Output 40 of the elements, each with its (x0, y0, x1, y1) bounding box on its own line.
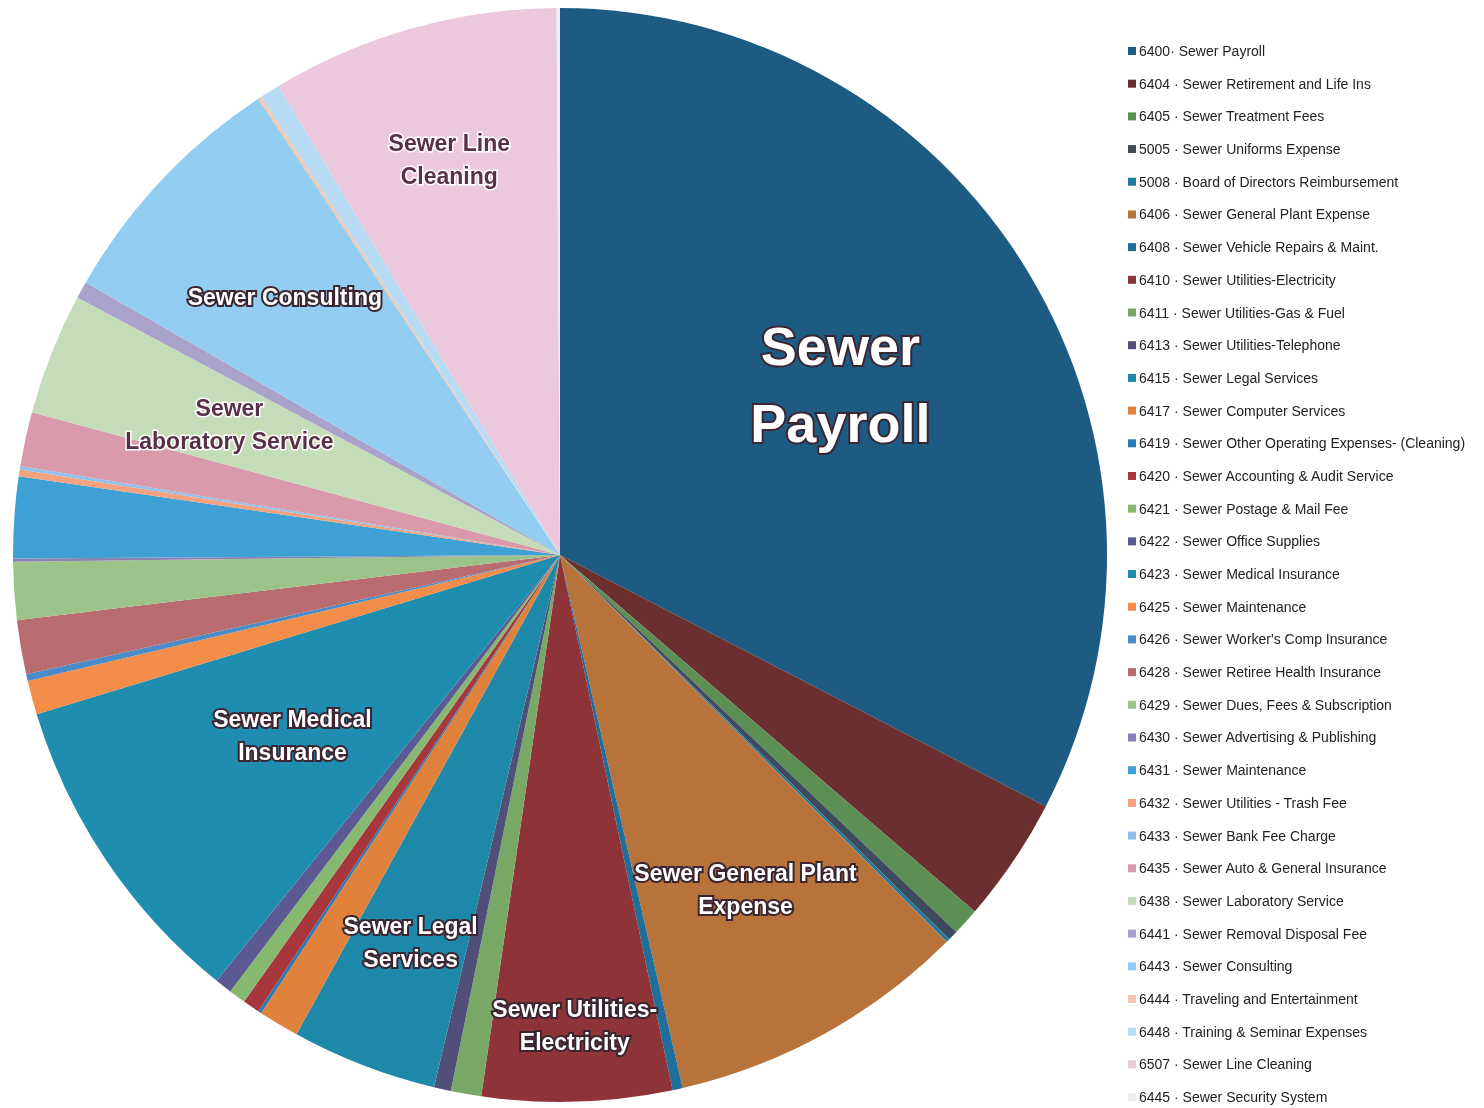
legend-label: 6432 · Sewer Utilities - Trash Fee (1139, 794, 1347, 811)
data-label: Sewer Laboratory Service (125, 394, 334, 454)
data-label: Sewer Consulting (187, 283, 382, 310)
legend-label: 6435 · Sewer Auto & General Insurance (1139, 860, 1387, 877)
legend-label: 6415 · Sewer Legal Services (1139, 369, 1318, 386)
legend-label: 6445 · Sewer Security System (1139, 1089, 1328, 1106)
legend-label: 5008 · Board of Directors Reimbursement (1139, 173, 1399, 190)
legend-label: 6428 · Sewer Retiree Health Insurance (1139, 664, 1382, 681)
legend-label: 6425 · Sewer Maintenance (1139, 598, 1307, 615)
legend-label: 6405 · Sewer Treatment Fees (1139, 108, 1325, 125)
legend-label: 6426 · Sewer Worker's Comp Insurance (1139, 631, 1388, 648)
legend-label: 6419 · Sewer Other Operating Expenses- (Cleaning) (1139, 435, 1466, 452)
legend-label: 6420 · Sewer Accounting & Audit Service (1139, 467, 1394, 484)
data-label: Sewer Payroll (750, 315, 931, 453)
legend-label: 6411 · Sewer Utilities-Gas & Fuel (1139, 304, 1345, 321)
data-label: Sewer Utilities-Electricity (492, 995, 658, 1055)
data-label: Sewer Line Cleaning (388, 130, 510, 190)
legend-label: 6421 · Sewer Postage & Mail Fee (1139, 500, 1349, 517)
legend-label: 5005 · Sewer Uniforms Expense (1139, 141, 1341, 158)
legend-label: 6404 · Sewer Retirement and Life Ins (1139, 75, 1371, 92)
legend-label: 6443 · Sewer Consulting (1139, 958, 1293, 975)
legend-label: 6433 · Sewer Bank Fee Charge (1139, 827, 1337, 844)
legend-label: 6400· Sewer Payroll (1139, 43, 1266, 59)
legend-label: 6438 · Sewer Laboratory Service (1139, 892, 1344, 909)
legend-label: 6448 · Training & Seminar Expenses (1139, 1023, 1368, 1040)
legend-label: 6441 · Sewer Removal Disposal Fee (1139, 925, 1368, 942)
data-label: Sewer Medical Insurance (213, 706, 372, 766)
legend-label: 6430 · Sewer Advertising & Publishing (1139, 729, 1377, 746)
legend-label: 6431 · Sewer Maintenance (1139, 762, 1307, 779)
legend-label: 6429 · Sewer Dues, Fees & Subscription (1139, 696, 1392, 713)
legend-label: 6410 · Sewer Utilities-Electricity (1139, 271, 1336, 288)
legend-label: 6507 · Sewer Line Cleaning (1139, 1056, 1312, 1073)
data-label: Sewer General Plant Expense (634, 860, 858, 920)
legend-label: 6408 · Sewer Vehicle Repairs & Maint. (1139, 239, 1379, 256)
legend-label: 6413 · Sewer Utilities-Telephone (1139, 337, 1341, 354)
legend-label: 6422 · Sewer Office Supplies (1139, 533, 1321, 550)
legend-label: 6406 · Sewer General Plant Expense (1139, 206, 1371, 223)
legend-label: 6423 · Sewer Medical Insurance (1139, 566, 1340, 583)
legend-label: 6417 · Sewer Computer Services (1139, 402, 1346, 419)
legend-label: 6444 · Traveling and Entertainment (1139, 991, 1358, 1008)
